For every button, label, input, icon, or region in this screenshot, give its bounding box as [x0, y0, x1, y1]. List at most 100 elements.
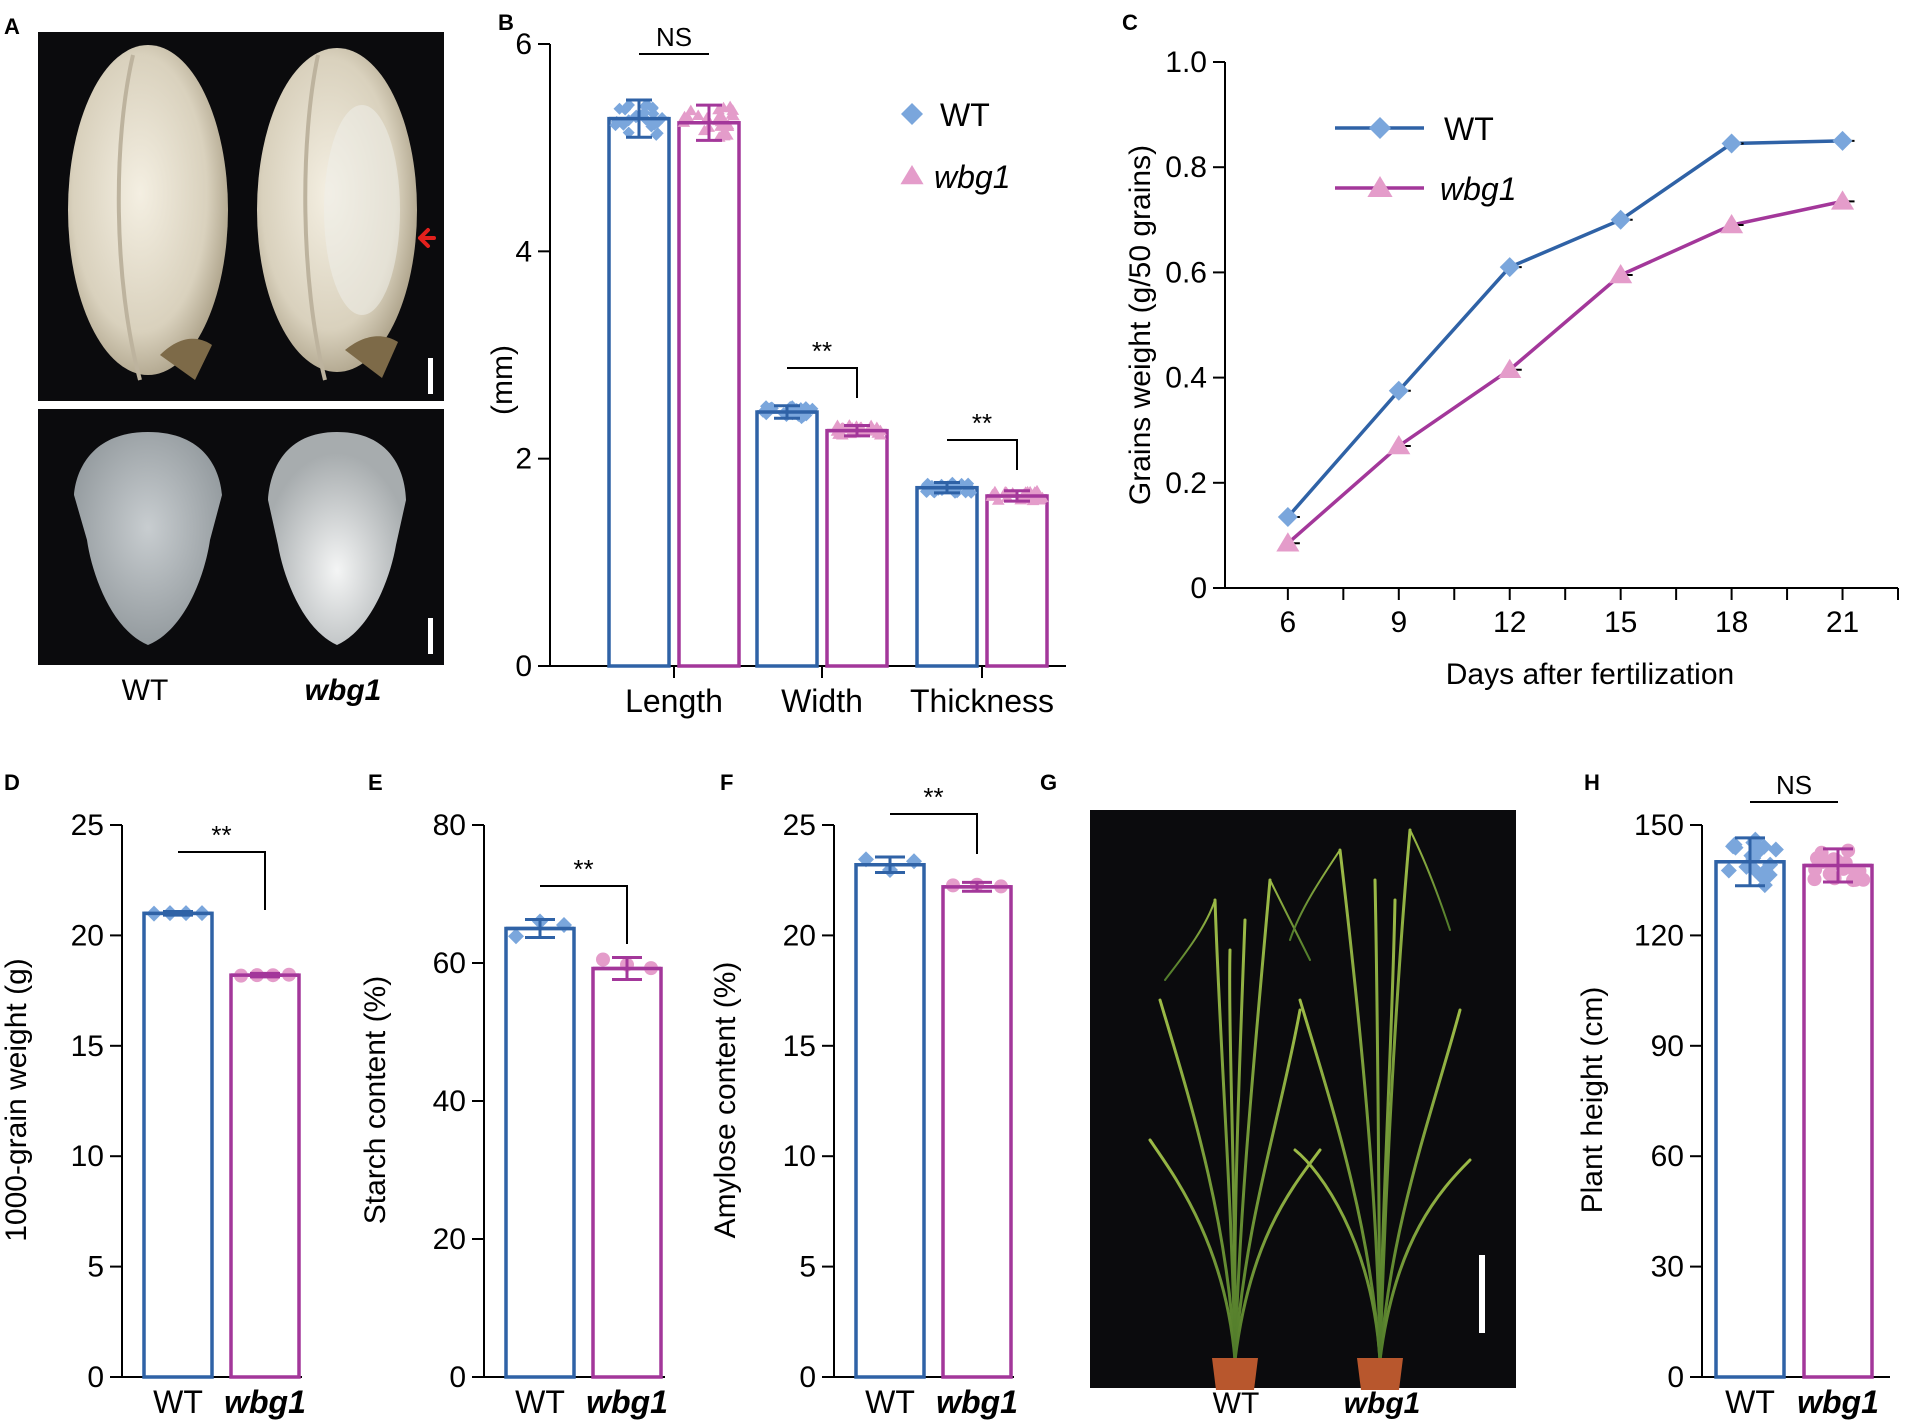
scale-bar-plant — [1479, 1255, 1485, 1333]
panel-label-g: G — [1040, 770, 1057, 795]
panel-label-c: C — [1122, 10, 1138, 35]
data-point — [1277, 506, 1298, 527]
legend-label-wt: WT — [940, 97, 990, 133]
significance-label: ** — [573, 854, 593, 884]
data-point — [651, 127, 664, 140]
legend-marker-wbg1 — [1367, 176, 1393, 197]
data-point — [1721, 133, 1742, 154]
x-axis-label: Days after fertilization — [1446, 658, 1734, 691]
legend-label-wbg1: wbg1 — [1440, 171, 1517, 207]
y-axis-label: Starch content (%) — [359, 976, 392, 1224]
bar — [1714, 860, 1786, 1379]
bar — [854, 862, 926, 1379]
x-tick-label: WT — [153, 1384, 203, 1420]
y-tick-label: 0 — [449, 1361, 466, 1394]
bar — [1802, 863, 1874, 1379]
data-point — [1756, 838, 1773, 855]
y-tick-label: 6 — [515, 28, 532, 61]
panel-label-e: E — [368, 770, 383, 795]
data-point — [698, 124, 711, 136]
y-tick-label: 0 — [1667, 1361, 1684, 1394]
chart-b: B 0 2 4 6 (mm) Length NS Width ** Thickness ** WT wbg… — [486, 10, 1066, 719]
data-point — [1830, 190, 1855, 210]
y-tick-label: 25 — [783, 809, 816, 842]
y-tick-label: 4 — [515, 235, 532, 268]
x-tick-label: Width — [781, 683, 863, 719]
x-tick-label: wbg1 — [224, 1384, 306, 1420]
significance-label: ** — [972, 408, 992, 438]
data-point — [1720, 862, 1737, 879]
significance-label: NS — [656, 22, 692, 52]
arrow-icon — [418, 228, 436, 248]
y-tick-label: 40 — [433, 1085, 466, 1118]
chart-d: D 0 5 10 15 20 25 1000-grain weight (g) WT wbg1 ** — [0, 770, 306, 1420]
data-point — [1727, 839, 1744, 856]
x-tick-label: WT — [515, 1384, 565, 1420]
data-point — [1030, 485, 1044, 496]
legend-marker-wbg1 — [900, 165, 924, 185]
genotype-label-wt: WT — [122, 674, 169, 707]
pot-wbg1 — [1357, 1358, 1403, 1390]
x-tick-label: WT — [865, 1384, 915, 1420]
genotype-label-wt: WT — [1213, 1387, 1260, 1420]
scale-bar-section — [428, 618, 433, 654]
series-line — [1286, 139, 1843, 519]
significance-bracket — [178, 851, 266, 910]
data-point — [1720, 214, 1744, 234]
legend-label-wbg1: wbg1 — [934, 159, 1011, 195]
data-point — [645, 120, 658, 133]
x-tick-label: 15 — [1604, 606, 1637, 639]
x-tick-label: 18 — [1715, 606, 1748, 639]
data-point — [622, 99, 635, 112]
bar — [142, 911, 214, 1379]
y-tick-label: 1.0 — [1165, 46, 1207, 79]
scale-bar-grain — [428, 358, 433, 394]
y-tick-label: 10 — [71, 1140, 104, 1173]
significance-label: ** — [211, 820, 231, 850]
y-tick-label: 5 — [799, 1251, 816, 1284]
panel-label-h: H — [1584, 770, 1600, 795]
y-axis-label: 1000-grain weight (g) — [0, 958, 33, 1242]
x-tick-label: Thickness — [910, 683, 1054, 719]
y-tick-label: 0.2 — [1165, 467, 1207, 500]
bar — [985, 494, 1049, 668]
grain-wt-section — [74, 432, 222, 645]
x-tick-label: wbg1 — [1797, 1384, 1879, 1420]
y-tick-label: 150 — [1634, 809, 1684, 842]
data-point — [1387, 434, 1411, 455]
significance-bracket — [947, 439, 1018, 470]
significance-label: NS — [1776, 770, 1812, 800]
bar — [915, 485, 979, 668]
data-point — [988, 485, 1002, 497]
y-tick-label: 0.8 — [1165, 151, 1207, 184]
x-tick-label: WT — [1725, 1384, 1775, 1420]
y-tick-label: 10 — [783, 1140, 816, 1173]
chart-f: F 0 5 10 15 20 25 Amylose content (%) WT wbg1 ** — [709, 770, 1018, 1420]
data-point — [1767, 841, 1784, 858]
bar — [504, 926, 576, 1379]
data-point — [1610, 209, 1631, 230]
data-point — [1841, 843, 1856, 858]
chart-h: H 0 30 60 90 120 150 Plant height (cm) WT wbg1 NS — [1576, 770, 1890, 1420]
significance-label: ** — [923, 782, 943, 812]
data-point — [596, 952, 610, 967]
chart-c: C 0 0.2 0.4 0.6 0.8 1.0 6 9 12 15 18 21 Days after fe… — [1122, 10, 1899, 691]
y-axis-label: Amylose content (%) — [709, 962, 742, 1239]
data-point — [1498, 358, 1522, 378]
data-point — [832, 428, 845, 439]
significance-bracket — [890, 813, 978, 854]
y-tick-label: 0 — [799, 1361, 816, 1394]
y-tick-label: 60 — [433, 947, 466, 980]
series-line — [1286, 199, 1843, 545]
data-point — [622, 126, 635, 139]
data-point — [991, 494, 1005, 505]
data-point — [1276, 532, 1300, 552]
data-point — [646, 101, 659, 114]
plant-photo — [1090, 810, 1516, 1388]
y-tick-label: 5 — [87, 1251, 104, 1284]
data-point — [799, 401, 812, 414]
bar — [591, 966, 663, 1379]
y-tick-label: 20 — [71, 919, 104, 952]
y-axis-label: Grains weight (g/50 grains) — [1124, 145, 1157, 505]
